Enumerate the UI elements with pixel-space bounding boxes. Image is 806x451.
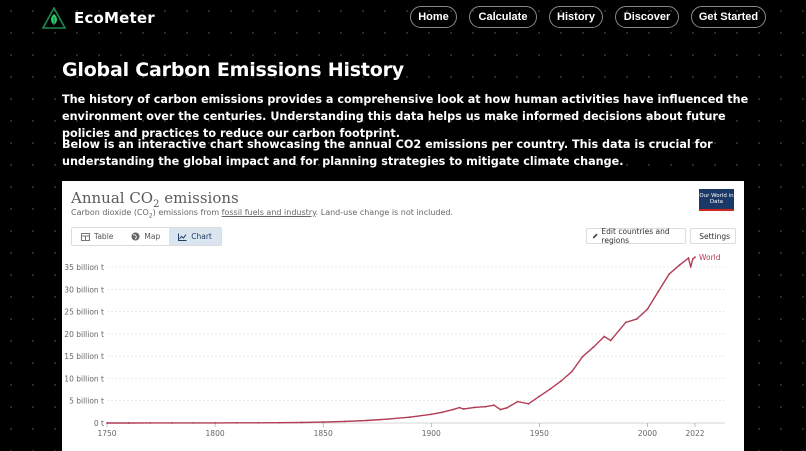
nav-home-button[interactable]: Home — [410, 6, 457, 28]
chart-description-paragraph: Below is an interactive chart showcasing… — [62, 136, 752, 170]
tab-chart[interactable]: Chart — [169, 228, 221, 245]
data-point — [603, 336, 605, 338]
y-tick-label: 30 billion t — [64, 285, 104, 294]
y-tick-label: 35 billion t — [64, 263, 104, 272]
data-point — [279, 422, 281, 424]
top-nav: EcoMeter Home Calculate History Discover… — [0, 0, 806, 36]
data-point — [625, 321, 627, 323]
data-point — [692, 258, 694, 260]
data-point — [571, 371, 573, 373]
intro-paragraph: The history of carbon emissions provides… — [62, 91, 752, 142]
x-tick-label: 1800 — [206, 429, 225, 438]
data-point — [694, 256, 696, 258]
data-point — [484, 406, 486, 408]
data-point — [582, 356, 584, 358]
data-point — [560, 380, 562, 382]
data-point — [688, 257, 690, 259]
brand-logo[interactable]: EcoMeter — [42, 7, 155, 29]
data-point — [301, 422, 303, 424]
data-point — [322, 421, 324, 423]
data-point — [441, 411, 443, 413]
data-point — [657, 291, 659, 293]
leaf-logo-icon — [42, 7, 66, 29]
data-point — [592, 346, 594, 348]
x-tick-label: 1950 — [530, 429, 549, 438]
data-point — [409, 416, 411, 418]
settings-button[interactable]: Settings — [690, 228, 736, 244]
chart-subtitle: Carbon dioxide (CO2) emissions from foss… — [71, 208, 453, 220]
data-point — [528, 403, 530, 405]
data-point — [452, 409, 454, 411]
x-tick-label: 1900 — [422, 429, 441, 438]
data-point — [214, 422, 216, 424]
owid-logo[interactable]: Our World in Data — [699, 189, 734, 211]
y-tick-label: 25 billion t — [64, 308, 104, 317]
data-point — [106, 422, 108, 424]
data-point — [549, 388, 551, 390]
data-point — [610, 340, 612, 342]
data-point — [366, 420, 368, 422]
globe-icon — [131, 232, 140, 241]
x-tick-label: 2022 — [685, 429, 704, 438]
data-point — [149, 422, 151, 424]
x-tick-label: 1850 — [314, 429, 333, 438]
data-point — [506, 407, 508, 409]
data-point — [647, 308, 649, 310]
chart-title: Annual CO2 emissions — [71, 189, 239, 210]
brand-name: EcoMeter — [74, 9, 155, 27]
data-point — [257, 422, 259, 424]
pencil-icon — [592, 232, 598, 240]
y-tick-label: 0 t — [94, 419, 104, 428]
nav-calculate-button[interactable]: Calculate — [469, 6, 537, 28]
view-tabs: Table Map Chart — [71, 227, 222, 246]
data-point — [387, 418, 389, 420]
data-point — [636, 318, 638, 320]
fossil-fuels-link[interactable]: fossil fuels and industry — [222, 208, 316, 217]
data-point — [171, 422, 173, 424]
data-point — [679, 264, 681, 266]
data-point — [128, 422, 130, 424]
y-tick-label: 10 billion t — [64, 374, 104, 383]
data-point — [493, 404, 495, 406]
data-point — [517, 401, 519, 403]
data-point — [690, 266, 692, 268]
data-point — [430, 413, 432, 415]
nav-get-started-button[interactable]: Get Started — [691, 6, 766, 28]
data-point — [500, 409, 502, 411]
data-point — [344, 420, 346, 422]
data-point — [236, 422, 238, 424]
tab-table[interactable]: Table — [72, 228, 122, 245]
nav-history-button[interactable]: History — [549, 6, 603, 28]
y-tick-label: 5 billion t — [69, 397, 104, 406]
y-tick-label: 20 billion t — [64, 330, 104, 339]
tab-map[interactable]: Map — [122, 228, 169, 245]
data-point — [193, 422, 195, 424]
data-point — [668, 273, 670, 275]
y-tick-label: 15 billion t — [64, 352, 104, 361]
page-title: Global Carbon Emissions History — [62, 59, 404, 81]
edit-countries-button[interactable]: Edit countries and regions — [586, 228, 686, 244]
nav-discover-button[interactable]: Discover — [615, 6, 679, 28]
emissions-line-chart[interactable]: 0 t 5 billion t 10 billion t 15 billion t 20… — [62, 251, 744, 451]
series-line-world — [107, 257, 695, 423]
data-point — [538, 395, 540, 397]
x-tick-label: 2000 — [638, 429, 657, 438]
data-point — [463, 408, 465, 410]
line-chart-icon — [178, 233, 187, 241]
series-label-world: World — [699, 253, 721, 262]
emissions-chart-card: Annual CO2 emissions Carbon dioxide (CO2… — [62, 181, 744, 451]
table-icon — [81, 233, 90, 241]
x-tick-label: 1750 — [97, 429, 116, 438]
data-point — [458, 407, 460, 409]
data-point — [474, 407, 476, 409]
